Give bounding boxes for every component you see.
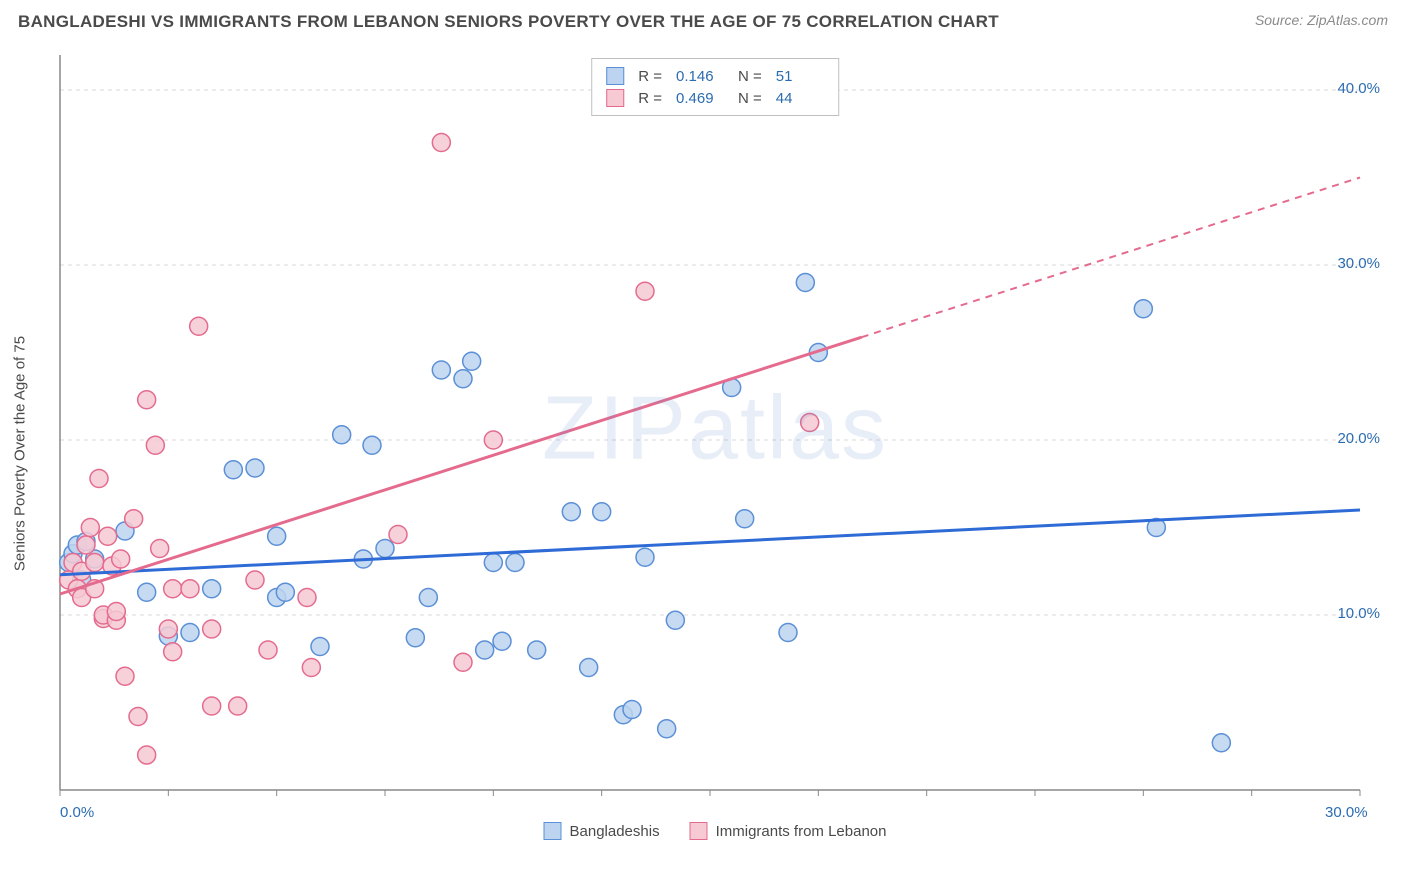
legend-row-series-0: R = 0.146 N = 51 [606,65,824,87]
legend-swatch-series-0 [606,67,624,85]
legend-label-series-0: Bangladeshis [570,823,660,840]
y-axis-label: Seniors Poverty Over the Age of 75 [12,336,29,571]
legend-item-series-0: Bangladeshis [544,822,660,840]
legend-row-series-1: R = 0.469 N = 44 [606,87,824,109]
n-label: N = [738,68,762,85]
series-legend: Bangladeshis Immigrants from Lebanon [544,822,887,840]
legend-swatch-series-1 [690,822,708,840]
r-value-series-1: 0.469 [676,90,724,107]
source-label: Source: ZipAtlas.com [1255,12,1388,28]
chart-title: BANGLADESHI VS IMMIGRANTS FROM LEBANON S… [18,12,999,32]
x-tick-label: 30.0% [1325,804,1368,821]
n-value-series-0: 51 [776,68,824,85]
n-label: N = [738,90,762,107]
r-label: R = [638,90,662,107]
y-tick-label: 20.0% [1337,430,1380,447]
scatter-chart [50,50,1380,840]
legend-swatch-series-1 [606,89,624,107]
x-tick-label: 0.0% [60,804,94,821]
legend-item-series-1: Immigrants from Lebanon [690,822,887,840]
legend-label-series-1: Immigrants from Lebanon [716,823,887,840]
y-tick-label: 10.0% [1337,605,1380,622]
y-tick-label: 30.0% [1337,255,1380,272]
n-value-series-1: 44 [776,90,824,107]
r-value-series-0: 0.146 [676,68,724,85]
r-label: R = [638,68,662,85]
y-tick-label: 40.0% [1337,80,1380,97]
legend-swatch-series-0 [544,822,562,840]
chart-container: Seniors Poverty Over the Age of 75 ZIPat… [50,50,1380,840]
correlation-legend: R = 0.146 N = 51 R = 0.469 N = 44 [591,58,839,116]
